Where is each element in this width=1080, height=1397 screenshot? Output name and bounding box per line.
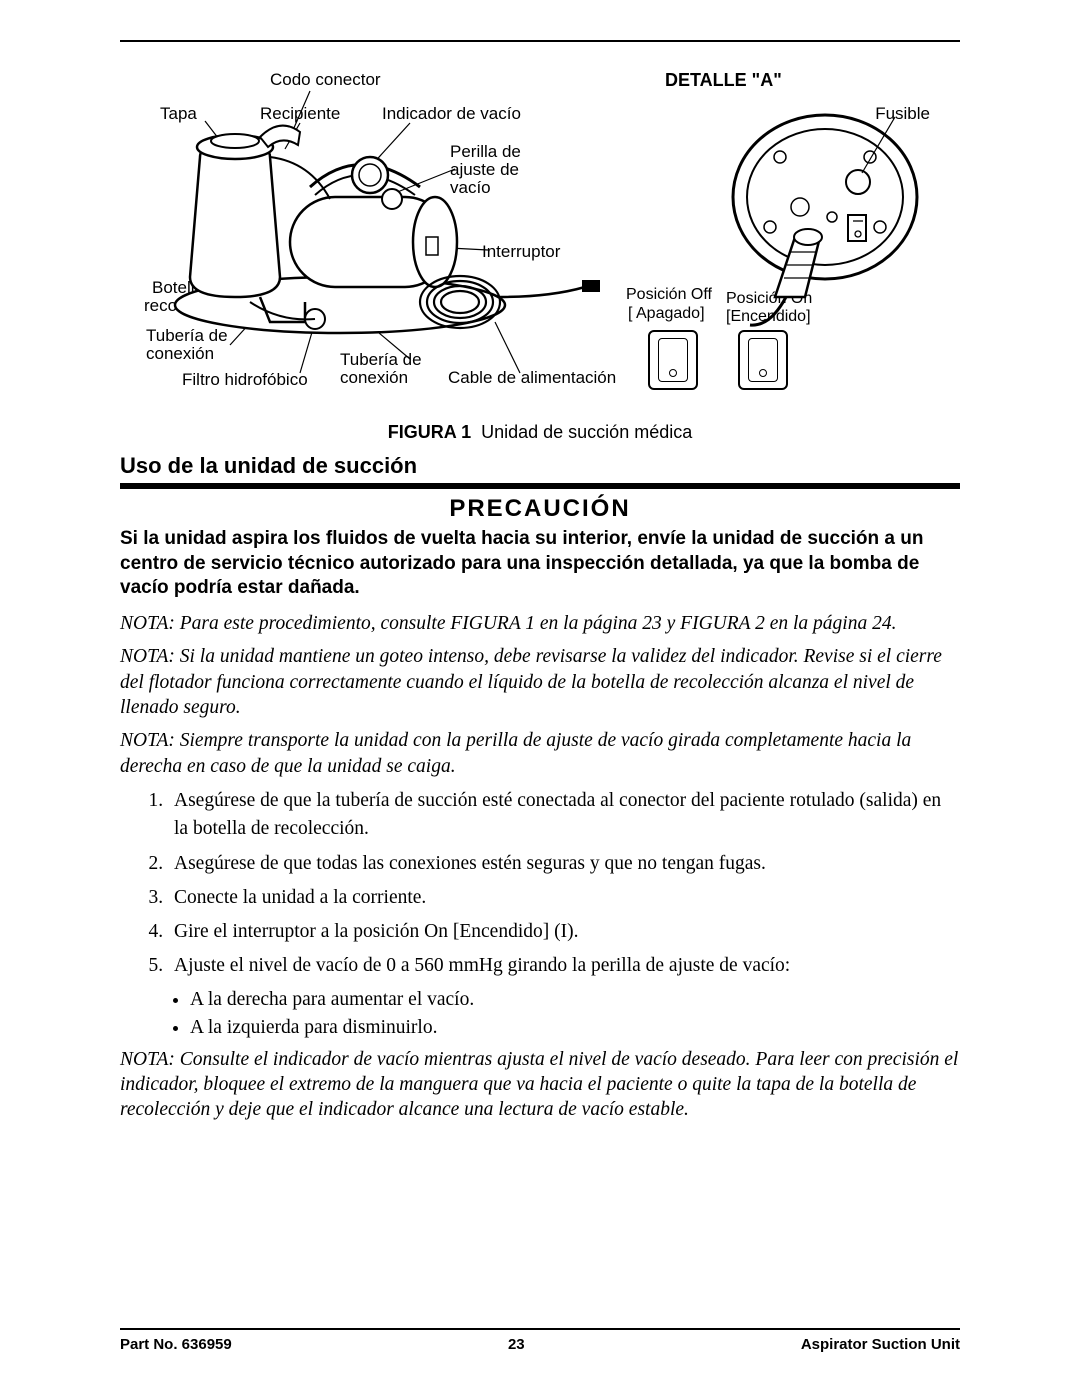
device-diagram [130,87,610,387]
label-posoff2: [ Apagado] [628,305,705,323]
footer-page-number: 23 [508,1336,525,1353]
caution-body: Si la unidad aspira los fluidos de vuelt… [120,527,960,601]
switch-on-icon [738,330,788,390]
figure-caption-text: Unidad de succión médica [481,422,692,442]
section-heading: Uso de la unidad de succión [120,453,960,479]
step-5a: A la derecha para aumentar el vacío. [190,989,960,1011]
footer-part-no: Part No. 636959 [120,1336,232,1353]
figure-1: Tapa Codo conector Recipiente Indicador … [120,62,960,412]
switch-off-icon [648,330,698,390]
note-1: NOTA: Para este procedimiento, consulte … [120,611,960,636]
label-posoff1: Posición Off [626,286,712,304]
heavy-rule [120,483,960,489]
figure-caption-bold: FIGURA 1 [388,422,471,442]
step-5: Ajuste el nivel de vacío de 0 a 560 mmHg… [168,952,960,980]
step-5-sublist: A la derecha para aumentar el vacío. A l… [120,989,960,1039]
footer-product-name: Aspirator Suction Unit [801,1336,960,1353]
step-3: Conecte la unidad a la corriente. [168,884,960,912]
step-1: Asegúrese de que la tubería de succión e… [168,787,960,844]
step-2: Asegúrese de que todas las conexiones es… [168,850,960,878]
figure-caption: FIGURA 1 Unidad de succión médica [120,422,960,443]
note-3: NOTA: Siempre transporte la unidad con l… [120,728,960,779]
step-4: Gire el interruptor a la posición On [En… [168,918,960,946]
note-4: NOTA: Consulte el indicador de vacío mie… [120,1047,960,1123]
note-2: NOTA: Si la unidad mantiene un goteo int… [120,644,960,720]
page-footer: Part No. 636959 23 Aspirator Suction Uni… [120,1328,960,1353]
step-5b: A la izquierda para disminuirlo. [190,1017,960,1039]
switch-icons [648,330,788,390]
steps-list: Asegúrese de que la tubería de succión e… [120,787,960,981]
caution-title: PRECAUCIÓN [120,495,960,523]
